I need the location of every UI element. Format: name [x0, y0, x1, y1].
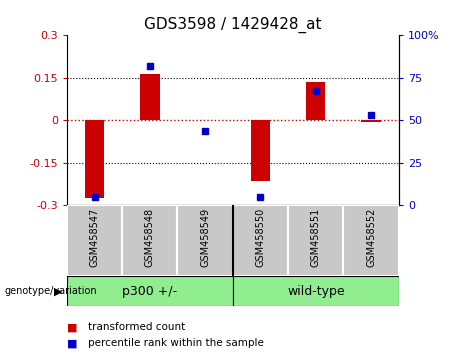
Bar	[67, 276, 233, 306]
Bar	[288, 205, 343, 276]
Bar	[251, 120, 270, 181]
Text: ■: ■	[67, 338, 77, 348]
Text: GSM458547: GSM458547	[89, 207, 100, 267]
Bar	[233, 276, 399, 306]
Text: transformed count: transformed count	[88, 322, 185, 332]
Text: GSM458549: GSM458549	[200, 207, 210, 267]
Bar	[122, 205, 177, 276]
Title: GDS3598 / 1429428_at: GDS3598 / 1429428_at	[144, 16, 322, 33]
Text: GSM458551: GSM458551	[311, 207, 321, 267]
Bar	[140, 74, 160, 120]
Text: genotype/variation: genotype/variation	[5, 286, 97, 296]
Text: ■: ■	[67, 322, 77, 332]
Text: p300 +/-: p300 +/-	[122, 285, 177, 298]
Bar	[177, 205, 233, 276]
Text: ▶: ▶	[54, 286, 62, 296]
Bar	[85, 120, 104, 198]
Bar	[343, 205, 399, 276]
Text: percentile rank within the sample: percentile rank within the sample	[88, 338, 264, 348]
Text: GSM458552: GSM458552	[366, 207, 376, 267]
Text: wild-type: wild-type	[287, 285, 344, 298]
Text: GSM458550: GSM458550	[255, 207, 266, 267]
Bar	[306, 82, 325, 120]
Bar	[361, 120, 381, 122]
Bar	[233, 205, 288, 276]
Bar	[67, 205, 122, 276]
Text: GSM458548: GSM458548	[145, 207, 155, 267]
